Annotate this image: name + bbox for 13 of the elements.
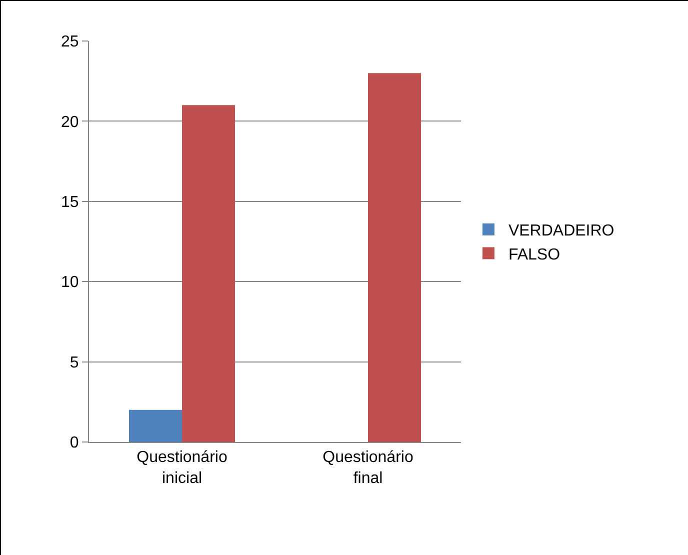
legend-label: VERDADEIRO	[508, 222, 614, 240]
x-tick-label: Questionário inicial	[136, 449, 228, 487]
y-tick-label: 10	[61, 274, 79, 292]
y-tick-label: 0	[70, 434, 79, 452]
bar	[182, 105, 236, 442]
bar	[368, 73, 422, 442]
legend-label: FALSO	[508, 246, 560, 264]
y-tick-label: 25	[61, 34, 79, 51]
y-tick-label: 5	[70, 354, 79, 372]
bar	[128, 410, 182, 442]
y-tick-label: 20	[61, 114, 79, 131]
x-tick-label: Questionário final	[322, 449, 414, 487]
y-tick-label: 15	[61, 194, 79, 211]
